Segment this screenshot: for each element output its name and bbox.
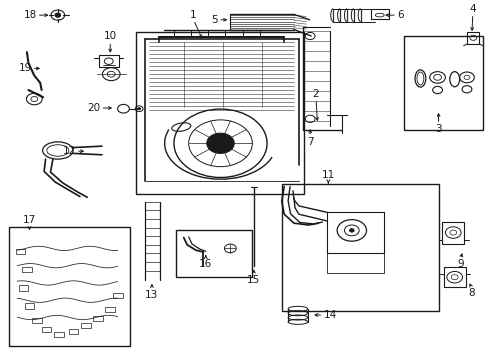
Text: 2: 2 — [313, 89, 319, 99]
Text: 17: 17 — [23, 215, 36, 225]
Bar — [282, 184, 439, 311]
Bar — [99, 55, 119, 67]
Bar — [22, 267, 32, 272]
Text: 13: 13 — [145, 290, 159, 300]
Bar — [176, 230, 252, 277]
Text: 5: 5 — [211, 15, 218, 25]
Text: 16: 16 — [199, 259, 213, 269]
Text: 3: 3 — [435, 124, 442, 134]
Bar — [16, 249, 25, 254]
Text: 11: 11 — [321, 170, 335, 180]
Bar — [467, 32, 479, 44]
Text: 14: 14 — [323, 310, 337, 320]
Bar — [444, 267, 465, 287]
Text: 9: 9 — [457, 259, 464, 269]
Text: 18: 18 — [24, 10, 37, 20]
Bar — [19, 285, 28, 291]
Text: 12: 12 — [63, 146, 76, 156]
Bar — [69, 329, 78, 334]
Text: 6: 6 — [397, 10, 404, 20]
Bar — [105, 307, 115, 312]
Bar — [24, 303, 34, 309]
Bar — [136, 32, 304, 194]
Bar — [42, 327, 51, 332]
Circle shape — [55, 13, 61, 17]
Bar — [54, 332, 64, 337]
Bar — [9, 227, 130, 346]
Text: 8: 8 — [468, 288, 475, 298]
Text: 1: 1 — [190, 10, 197, 20]
Bar — [93, 316, 103, 321]
Bar — [371, 9, 389, 19]
Bar — [327, 253, 384, 273]
Text: 15: 15 — [247, 275, 261, 285]
Text: 20: 20 — [87, 103, 100, 113]
Bar — [404, 36, 483, 130]
Text: 4: 4 — [469, 4, 476, 14]
Bar — [327, 212, 384, 253]
Circle shape — [138, 108, 141, 110]
Text: 7: 7 — [307, 137, 314, 147]
Circle shape — [349, 229, 354, 232]
Bar — [113, 293, 122, 298]
Circle shape — [207, 133, 234, 153]
Bar — [32, 318, 42, 323]
Bar — [81, 323, 91, 328]
Text: 10: 10 — [104, 31, 117, 41]
Text: 19: 19 — [19, 63, 32, 73]
Bar — [442, 222, 464, 244]
